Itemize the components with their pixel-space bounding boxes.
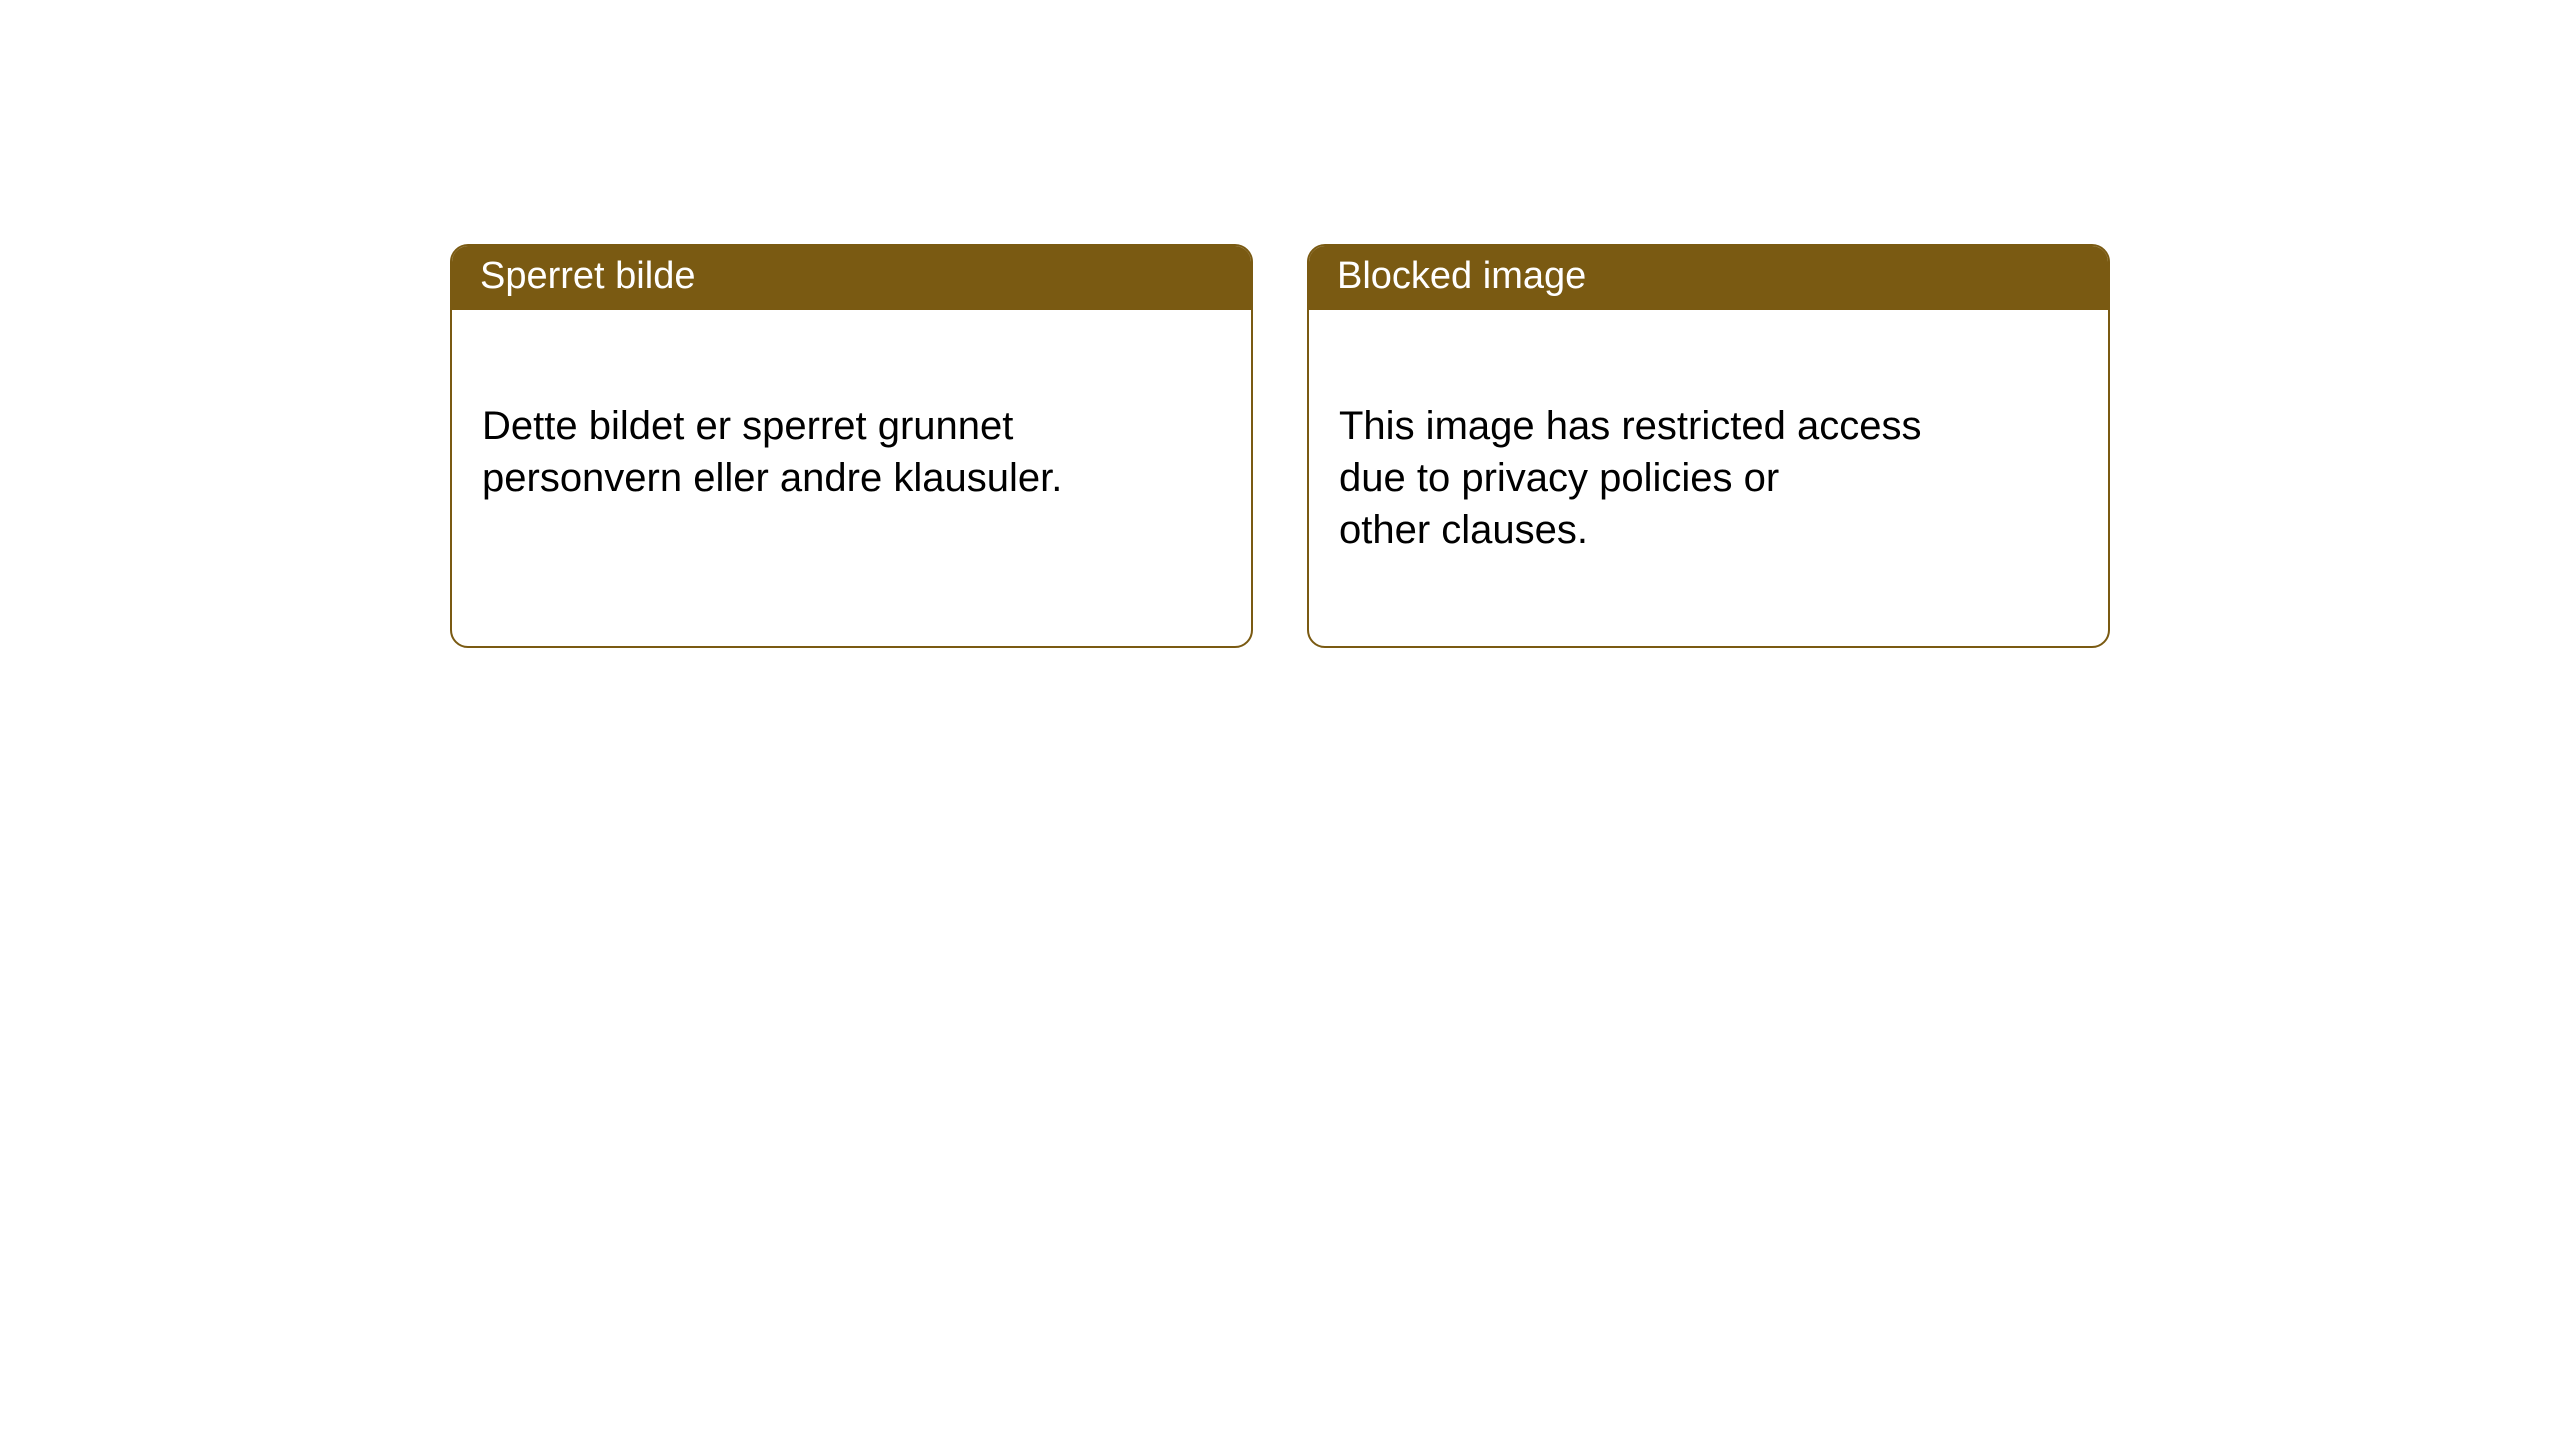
card-header-english: Blocked image bbox=[1309, 246, 2108, 310]
card-header-norwegian: Sperret bilde bbox=[452, 246, 1251, 310]
card-body-english: This image has restricted access due to … bbox=[1309, 310, 2108, 646]
card-message: This image has restricted access due to … bbox=[1339, 404, 1921, 552]
notice-cards-container: Sperret bilde Dette bildet er sperret gr… bbox=[450, 244, 2110, 648]
card-title: Sperret bilde bbox=[480, 255, 695, 297]
notice-card-english: Blocked image This image has restricted … bbox=[1307, 244, 2110, 648]
card-body-norwegian: Dette bildet er sperret grunnet personve… bbox=[452, 310, 1251, 594]
notice-card-norwegian: Sperret bilde Dette bildet er sperret gr… bbox=[450, 244, 1253, 648]
card-message: Dette bildet er sperret grunnet personve… bbox=[482, 404, 1062, 500]
card-title: Blocked image bbox=[1337, 255, 1586, 297]
